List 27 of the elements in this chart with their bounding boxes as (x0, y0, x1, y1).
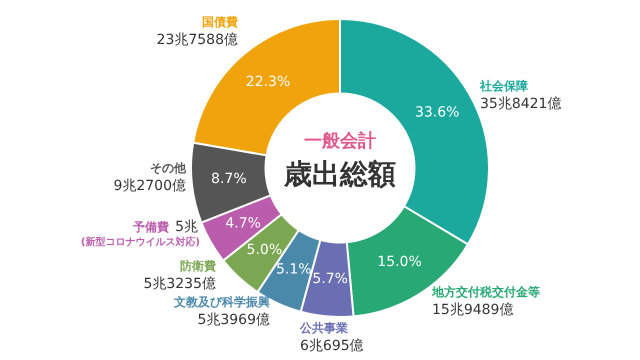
data-label: 4.7% (225, 215, 261, 232)
slice-label: 国債費 (202, 14, 238, 31)
text: 15兆9489億 (432, 301, 514, 319)
data-label: 5.1% (276, 261, 312, 278)
data-label: 8.7% (211, 171, 247, 188)
text: 5兆 (175, 219, 198, 235)
data-label: 15.0% (377, 254, 422, 270)
data-label: 5.7% (312, 270, 348, 287)
data-label: 33.6% (414, 104, 460, 120)
text: 23兆7588億 (156, 31, 238, 49)
text: (新型コロナウイルス対応) (80, 235, 200, 249)
slice-label: 社会保障 (480, 78, 528, 95)
text: 5兆3235億 (143, 275, 216, 293)
slice-label: 文教及び科学振興 (174, 294, 270, 311)
text: 一般会計 (304, 130, 376, 152)
slice-label: 地方交付税交付金等 (432, 284, 540, 301)
slice-label: 防衛費 (180, 258, 216, 275)
slice-label: 予備費 (133, 220, 170, 234)
text: 5兆3969億 (197, 311, 270, 329)
text: 35兆8421億 (480, 95, 562, 113)
text: 歳出総額 (283, 157, 396, 190)
slice-label: 公共事業 (300, 320, 348, 337)
data-label: 22.3% (246, 74, 290, 90)
text: 6兆695億 (300, 337, 364, 355)
text: 9兆2700億 (113, 177, 186, 195)
slice-label: その他 (150, 160, 186, 177)
data-label: 5.0% (246, 242, 282, 258)
